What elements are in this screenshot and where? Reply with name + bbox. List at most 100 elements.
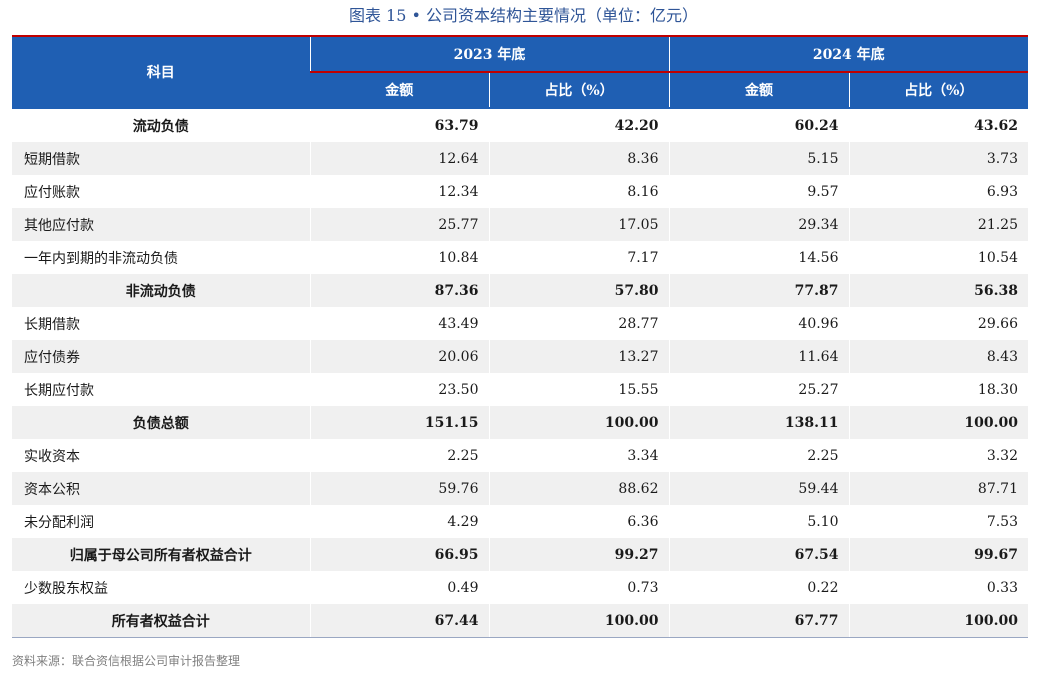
amount-2023: 87.36 [309, 274, 489, 307]
ratio-2024: 3.73 [848, 142, 1028, 175]
ratio-2024: 7.53 [848, 505, 1028, 538]
amount-2024: 60.24 [668, 107, 849, 142]
ratio-2024: 6.93 [848, 175, 1028, 208]
amount-2024: 5.15 [668, 142, 849, 175]
table-row: 所有者权益合计 67.44 100.00 67.77 100.00 [12, 604, 1028, 638]
ratio-2024: 21.25 [848, 208, 1028, 241]
ratio-2023: 6.36 [488, 505, 669, 538]
ratio-2024: 100.00 [848, 406, 1028, 439]
row-subject: 长期应付款 [12, 373, 310, 406]
ratio-2023: 99.27 [488, 538, 669, 571]
row-subject: 应付债券 [12, 340, 310, 373]
amount-2024: 5.10 [668, 505, 849, 538]
ratio-2023: 100.00 [488, 406, 669, 439]
table-row: 非流动负债 87.36 57.80 77.87 56.38 [12, 274, 1028, 307]
amount-2024: 77.87 [668, 274, 849, 307]
ratio-2024: 18.30 [848, 373, 1028, 406]
ratio-2024: 29.66 [848, 307, 1028, 340]
ratio-2024: 0.33 [848, 571, 1028, 604]
amount-2023: 43.49 [309, 307, 489, 340]
amount-2023: 23.50 [309, 373, 489, 406]
ratio-2023: 13.27 [488, 340, 669, 373]
row-subject: 少数股东权益 [12, 571, 310, 604]
amount-2023: 59.76 [309, 472, 489, 505]
header-ratio-2023: 占比（%） [488, 72, 669, 108]
table-row: 应付债券 20.06 13.27 11.64 8.43 [12, 340, 1028, 373]
amount-2024: 40.96 [668, 307, 849, 340]
amount-2024: 29.34 [668, 208, 849, 241]
ratio-2024: 87.71 [848, 472, 1028, 505]
row-subject: 长期借款 [12, 307, 310, 340]
amount-2024: 0.22 [668, 571, 849, 604]
amount-2023: 66.95 [309, 538, 489, 571]
amount-2024: 138.11 [668, 406, 849, 439]
ratio-2024: 100.00 [848, 604, 1028, 638]
header-amount-2023: 金额 [310, 72, 489, 108]
amount-2023: 2.25 [309, 439, 489, 472]
amount-2023: 151.15 [309, 406, 489, 439]
table-row: 负债总额 151.15 100.00 138.11 100.00 [12, 406, 1028, 439]
ratio-2023: 7.17 [488, 241, 669, 274]
header-year-2024: 2024 年底 [668, 35, 1028, 73]
header-subject: 科目 [12, 35, 310, 108]
amount-2023: 12.34 [309, 175, 489, 208]
header-amount-2024: 金额 [668, 72, 849, 108]
table-row: 未分配利润 4.29 6.36 5.10 7.53 [12, 505, 1028, 538]
row-subject: 所有者权益合计 [12, 604, 310, 638]
ratio-2023: 100.00 [488, 604, 669, 638]
amount-2023: 67.44 [309, 604, 489, 638]
amount-2023: 63.79 [309, 107, 489, 142]
table-row: 长期应付款 23.50 15.55 25.27 18.30 [12, 373, 1028, 406]
ratio-2023: 28.77 [488, 307, 669, 340]
table-row: 资本公积 59.76 88.62 59.44 87.71 [12, 472, 1028, 505]
ratio-2023: 3.34 [488, 439, 669, 472]
row-subject: 未分配利润 [12, 505, 310, 538]
table-row: 流动负债 63.79 42.20 60.24 43.62 [12, 107, 1028, 142]
amount-2023: 25.77 [309, 208, 489, 241]
table-row: 归属于母公司所有者权益合计 66.95 99.27 67.54 99.67 [12, 538, 1028, 571]
amount-2024: 25.27 [668, 373, 849, 406]
amount-2024: 9.57 [668, 175, 849, 208]
header-ratio-2024: 占比（%） [848, 72, 1028, 108]
table-title: 图表 15 • 公司资本结构主要情况（单位：亿元） [348, 6, 699, 25]
table-row: 长期借款 43.49 28.77 40.96 29.66 [12, 307, 1028, 340]
ratio-2023: 57.80 [488, 274, 669, 307]
table-row: 一年内到期的非流动负债 10.84 7.17 14.56 10.54 [12, 241, 1028, 274]
row-subject: 负债总额 [12, 406, 310, 439]
table-row: 应付账款 12.34 8.16 9.57 6.93 [12, 175, 1028, 208]
ratio-2024: 3.32 [848, 439, 1028, 472]
amount-2023: 20.06 [309, 340, 489, 373]
ratio-2023: 0.73 [488, 571, 669, 604]
row-subject: 非流动负债 [12, 274, 310, 307]
ratio-2023: 17.05 [488, 208, 669, 241]
row-subject: 其他应付款 [12, 208, 310, 241]
header-year-2023: 2023 年底 [309, 35, 669, 73]
source-note: 资料来源：联合资信根据公司审计报告整理 [12, 654, 241, 668]
ratio-2024: 8.43 [848, 340, 1028, 373]
table-row: 其他应付款 25.77 17.05 29.34 21.25 [12, 208, 1028, 241]
capital-structure-table: 科目 2023 年底 2024 年底 金额 占比（%） 金额 占比（%） 流动负… [12, 35, 1028, 638]
ratio-2023: 42.20 [488, 107, 669, 142]
amount-2024: 67.54 [668, 538, 849, 571]
amount-2023: 4.29 [309, 505, 489, 538]
ratio-2023: 8.16 [488, 175, 669, 208]
amount-2024: 2.25 [668, 439, 849, 472]
row-subject: 应付账款 [12, 175, 310, 208]
row-subject: 资本公积 [12, 472, 310, 505]
amount-2024: 14.56 [668, 241, 849, 274]
amount-2023: 10.84 [309, 241, 489, 274]
ratio-2023: 8.36 [488, 142, 669, 175]
amount-2023: 12.64 [309, 142, 489, 175]
row-subject: 实收资本 [12, 439, 310, 472]
amount-2024: 59.44 [668, 472, 849, 505]
row-subject: 一年内到期的非流动负债 [12, 241, 310, 274]
ratio-2024: 56.38 [848, 274, 1028, 307]
row-subject: 归属于母公司所有者权益合计 [12, 538, 310, 571]
ratio-2023: 88.62 [488, 472, 669, 505]
ratio-2024: 43.62 [848, 107, 1028, 142]
table-row: 少数股东权益 0.49 0.73 0.22 0.33 [12, 571, 1028, 604]
ratio-2024: 99.67 [848, 538, 1028, 571]
table-row: 短期借款 12.64 8.36 5.15 3.73 [12, 142, 1028, 175]
ratio-2024: 10.54 [848, 241, 1028, 274]
row-subject: 短期借款 [12, 142, 310, 175]
